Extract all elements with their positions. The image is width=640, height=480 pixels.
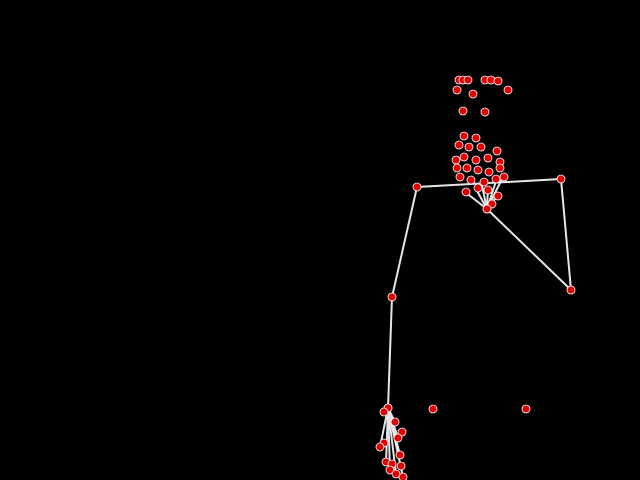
hand-landmark <box>393 433 403 443</box>
skeleton-bone <box>486 208 572 291</box>
hand-landmark <box>491 174 501 184</box>
hand-landmark <box>484 167 494 177</box>
body-joint <box>428 404 438 414</box>
body-joint <box>521 404 531 414</box>
hand-landmark <box>398 472 408 480</box>
hand-landmark <box>395 450 405 460</box>
hand-landmark <box>499 172 509 182</box>
hand-landmark <box>471 155 481 165</box>
hand-landmark <box>459 152 469 162</box>
hand-landmark <box>397 427 407 437</box>
hand-landmark <box>464 142 474 152</box>
skeleton-bone <box>560 178 572 291</box>
face-landmark <box>503 85 513 95</box>
face-landmark <box>458 106 468 116</box>
hand-landmark <box>462 163 472 173</box>
hand-landmark <box>473 183 483 193</box>
hand-landmark <box>461 187 471 197</box>
hand-landmark <box>459 131 469 141</box>
hand-landmark <box>390 417 400 427</box>
face-landmark <box>452 85 462 95</box>
hand-landmark <box>483 185 493 195</box>
hand-landmark <box>471 133 481 143</box>
hand-landmark <box>483 153 493 163</box>
hand-landmark <box>492 146 502 156</box>
hand-landmark <box>482 204 492 214</box>
face-landmark <box>493 76 503 86</box>
hand-landmark <box>455 172 465 182</box>
hand-landmark <box>385 465 395 475</box>
hand-landmark <box>451 155 461 165</box>
body-joint <box>387 292 397 302</box>
skeleton-bone <box>416 178 562 188</box>
hand-landmark <box>495 163 505 173</box>
hand-landmark <box>454 140 464 150</box>
hand-landmark <box>466 175 476 185</box>
body-joint <box>412 182 422 192</box>
face-landmark <box>463 75 473 85</box>
face-landmark <box>480 107 490 117</box>
hand-landmark <box>493 191 503 201</box>
hand-landmark <box>479 177 489 187</box>
skeleton-bone <box>391 186 418 298</box>
hand-landmark <box>375 442 385 452</box>
hand-landmark <box>473 165 483 175</box>
hand-landmark <box>379 407 389 417</box>
body-joint <box>566 285 576 295</box>
hand-landmark <box>452 163 462 173</box>
face-landmark <box>468 89 478 99</box>
hand-landmark <box>476 142 486 152</box>
body-joint <box>556 174 566 184</box>
hand-landmark <box>396 461 406 471</box>
skeleton-bone <box>387 296 393 409</box>
